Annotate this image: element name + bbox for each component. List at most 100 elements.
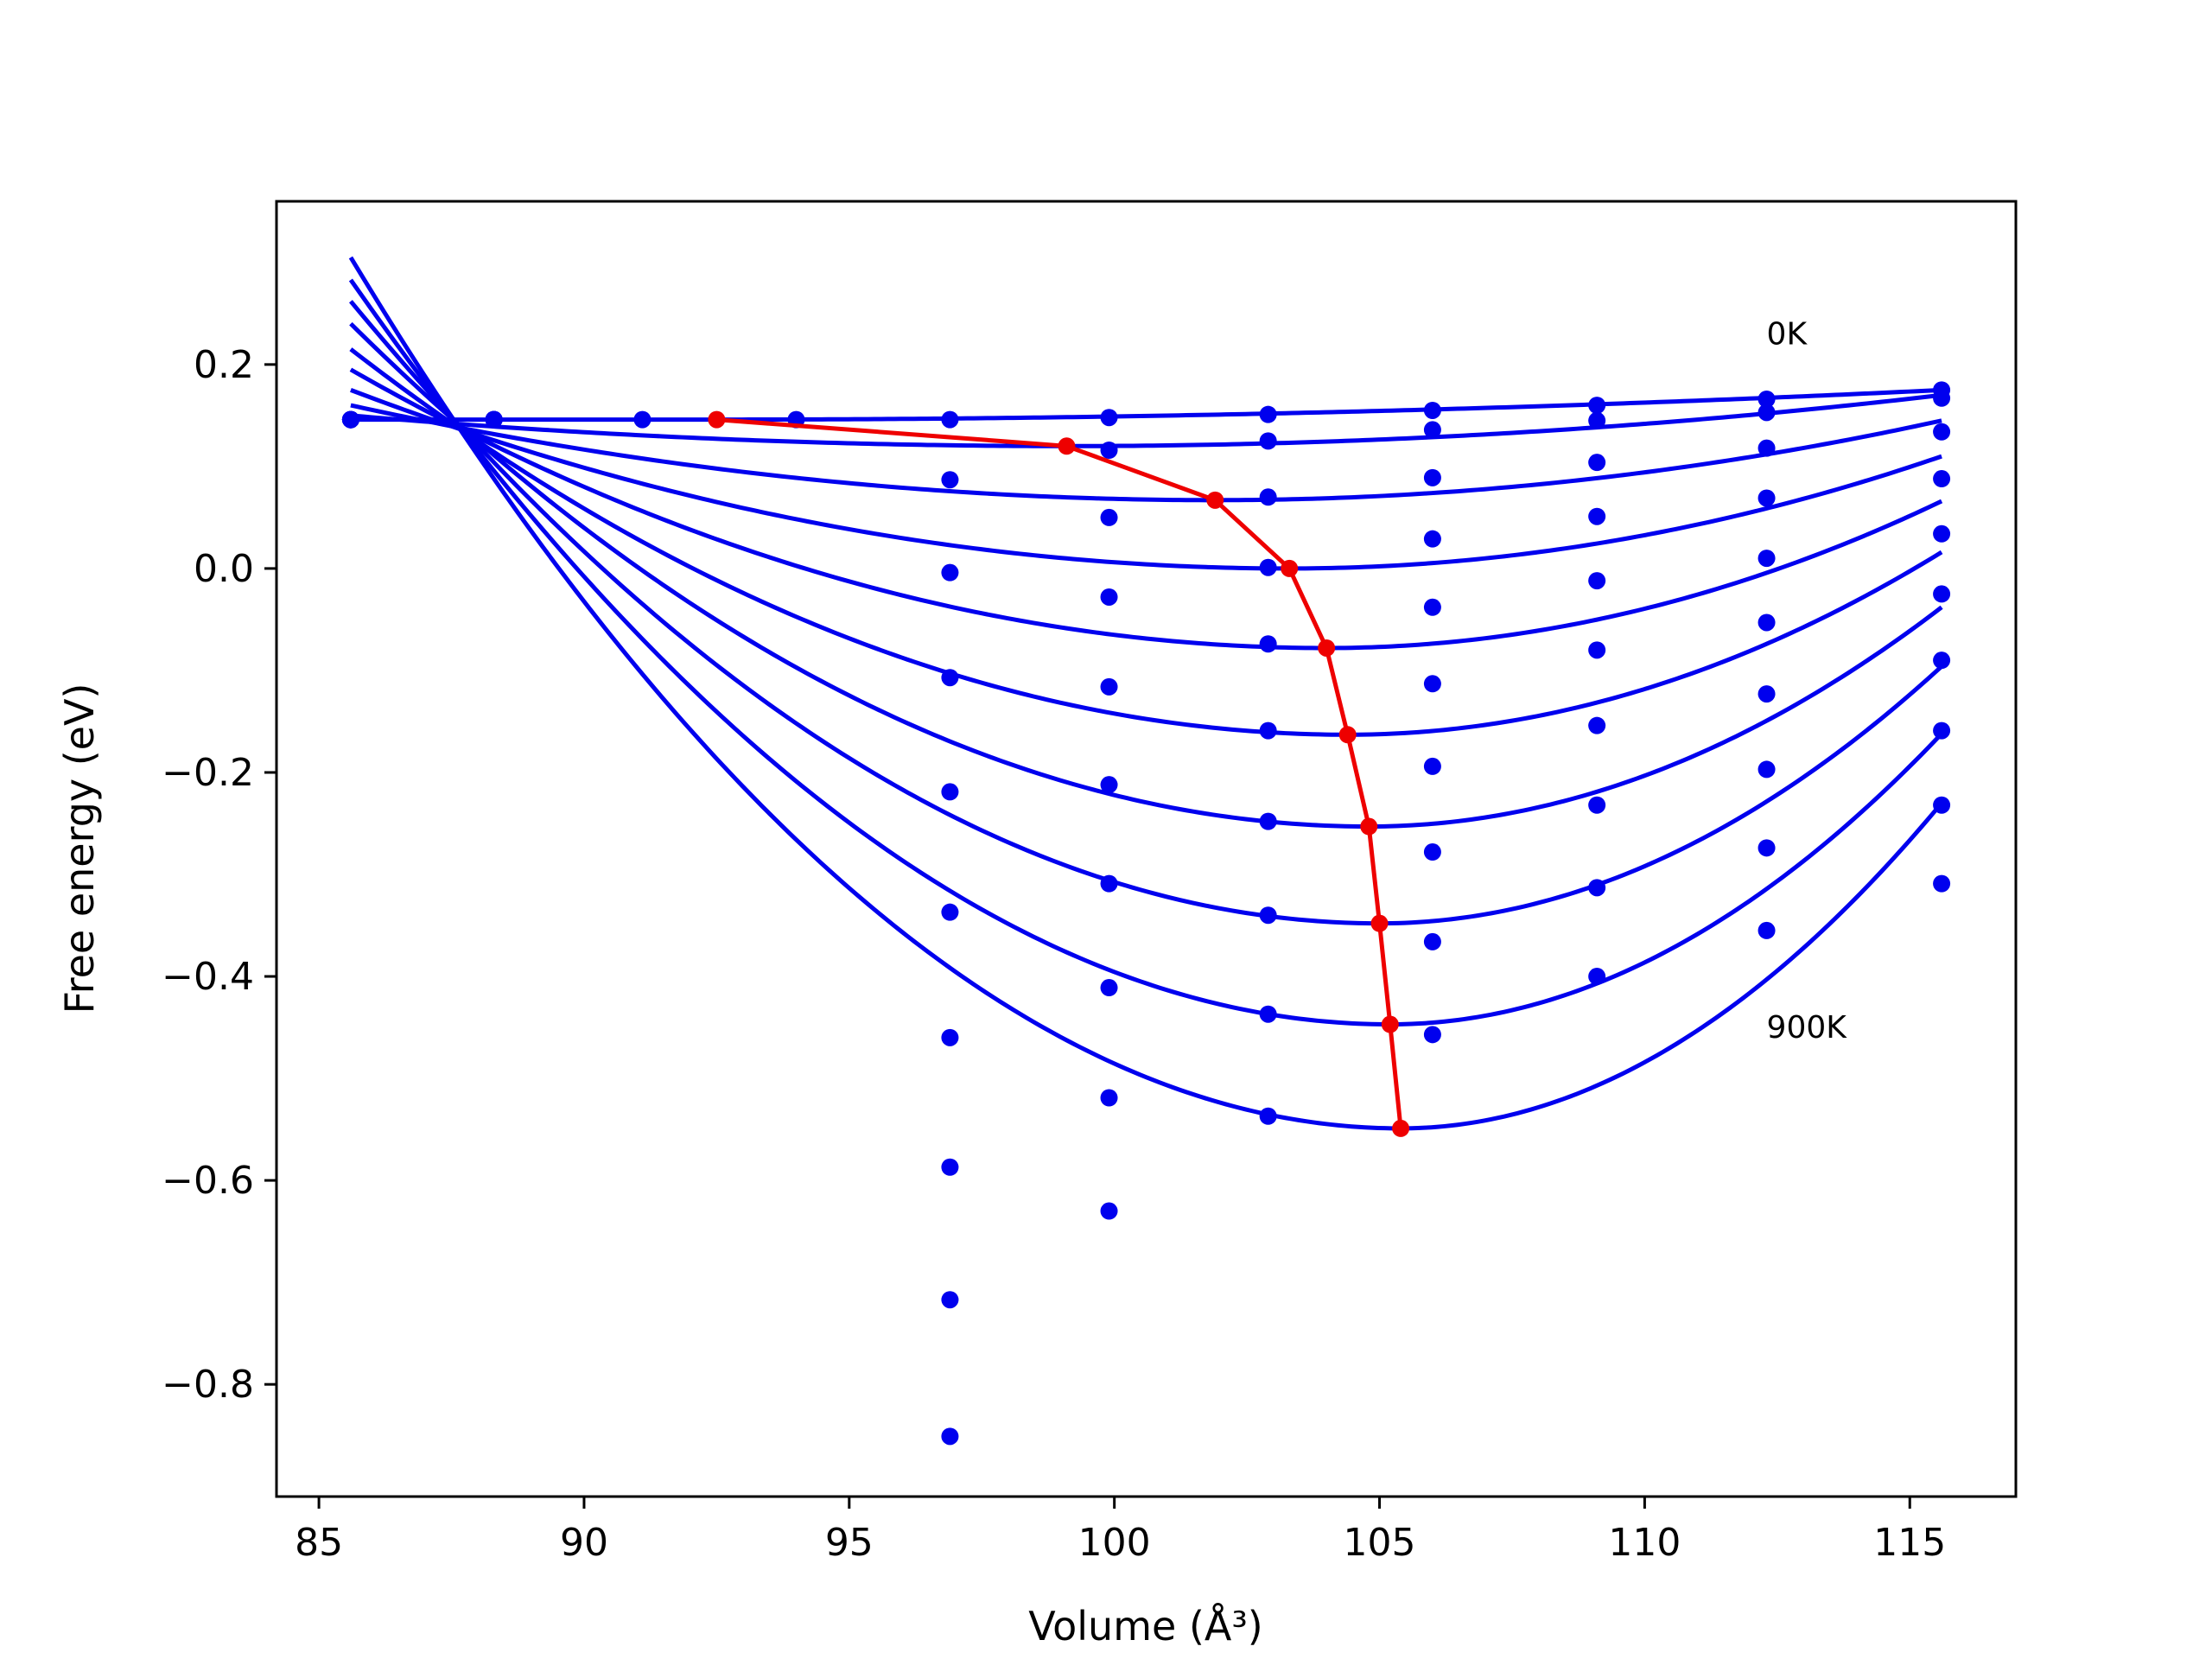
data-point — [1100, 508, 1118, 526]
data-point — [1588, 796, 1606, 814]
data-point — [1259, 721, 1277, 740]
fit-curve-9 — [348, 256, 1943, 1131]
data-point — [1259, 1005, 1277, 1023]
data-point — [941, 471, 959, 489]
data-point — [1758, 760, 1776, 779]
data-point — [1259, 812, 1277, 830]
data-point — [1423, 932, 1441, 950]
data-point — [1933, 524, 1951, 543]
data-point — [1588, 397, 1606, 415]
x-tick-label: 110 — [1608, 1521, 1681, 1565]
minimum-line — [708, 410, 1410, 1137]
y-tick-label: 0.0 — [194, 547, 254, 591]
x-tick-label: 95 — [825, 1521, 874, 1565]
data-point — [941, 669, 959, 687]
data-point — [1423, 530, 1441, 548]
data-point — [941, 783, 959, 801]
fit-curve-4 — [349, 367, 1943, 651]
plot-area-frame — [275, 200, 2018, 1498]
x-tick-label: 105 — [1344, 1521, 1416, 1565]
data-point — [1259, 1107, 1277, 1125]
data-point — [1423, 1026, 1441, 1044]
y-tick-label: −0.8 — [162, 1363, 254, 1407]
data-point — [941, 410, 959, 429]
data-point — [941, 1158, 959, 1176]
data-point — [1933, 423, 1951, 441]
data-point — [1100, 776, 1118, 794]
data-point — [1588, 454, 1606, 472]
y-tick-label: −0.6 — [162, 1159, 254, 1203]
data-point — [941, 1427, 959, 1446]
data-point — [1933, 389, 1951, 407]
data-point — [1423, 421, 1441, 439]
annotations: 0K 900K — [1767, 316, 1848, 1046]
data-point — [1423, 757, 1441, 775]
temperature-annotation: 0K — [1767, 316, 1808, 352]
data-point — [1588, 507, 1606, 525]
data-point — [941, 1028, 959, 1046]
data-point — [341, 410, 359, 429]
data-point — [633, 410, 652, 429]
data-point — [1100, 588, 1118, 606]
data-point — [1588, 411, 1606, 429]
minimum-point — [1392, 1119, 1410, 1137]
data-point — [1933, 470, 1951, 488]
y-axis-label: Free energy (eV) — [56, 683, 103, 1014]
data-point — [1423, 843, 1441, 861]
y-axis-ticks: −0.8 −0.6 −0.4 −0.2 0.0 0.2 — [162, 343, 276, 1407]
x-tick-label: 115 — [1873, 1521, 1946, 1565]
minimum-point — [1318, 639, 1336, 657]
data-point — [1100, 441, 1118, 459]
fit-curves — [348, 256, 1943, 1131]
data-point — [1259, 635, 1277, 653]
data-point — [1423, 401, 1441, 419]
data-point — [1758, 685, 1776, 703]
data-point — [1758, 839, 1776, 857]
data-point — [1933, 652, 1951, 670]
data-point — [1933, 796, 1951, 814]
fit-curve-6 — [349, 321, 1943, 830]
x-axis-ticks: 85 90 95 100 105 110 115 — [295, 1497, 1946, 1565]
data-point — [1933, 874, 1951, 893]
data-point — [1933, 585, 1951, 603]
data-point — [1100, 677, 1118, 696]
data-point — [1100, 1202, 1118, 1220]
data-point — [1259, 405, 1277, 423]
data-point — [1758, 404, 1776, 422]
data-point — [1758, 550, 1776, 568]
data-point — [1423, 675, 1441, 693]
data-point — [1758, 390, 1776, 408]
fit-curve-8 — [348, 278, 1943, 1027]
temperature-annotation: 900K — [1767, 1010, 1848, 1046]
data-point — [1259, 906, 1277, 925]
y-tick-label: −0.2 — [162, 751, 254, 795]
y-tick-label: 0.2 — [194, 343, 254, 387]
data-point — [941, 903, 959, 921]
data-point — [1758, 439, 1776, 457]
data-point — [1588, 879, 1606, 897]
data-point — [1758, 613, 1776, 632]
data-point — [1100, 1089, 1118, 1107]
minimum-point — [1281, 559, 1299, 577]
minimum-point — [1058, 437, 1076, 455]
fit-curve-2 — [350, 403, 1942, 503]
minimum-point — [1338, 726, 1357, 744]
minimum-point — [1360, 817, 1378, 836]
data-point — [1588, 641, 1606, 659]
data-point — [1588, 572, 1606, 590]
x-tick-label: 90 — [560, 1521, 608, 1565]
minimum-point — [708, 410, 726, 429]
minimum-line-path — [716, 417, 1403, 1129]
fit-curve-0 — [350, 387, 1942, 423]
data-point — [1423, 598, 1441, 616]
data-point — [1100, 979, 1118, 997]
minimum-point — [1370, 914, 1389, 932]
x-tick-label: 100 — [1078, 1521, 1151, 1565]
data-point — [1758, 921, 1776, 939]
y-tick-label: −0.4 — [162, 955, 254, 999]
data-points — [341, 381, 1951, 1446]
data-point — [941, 563, 959, 582]
fit-curve-7 — [348, 300, 1943, 926]
